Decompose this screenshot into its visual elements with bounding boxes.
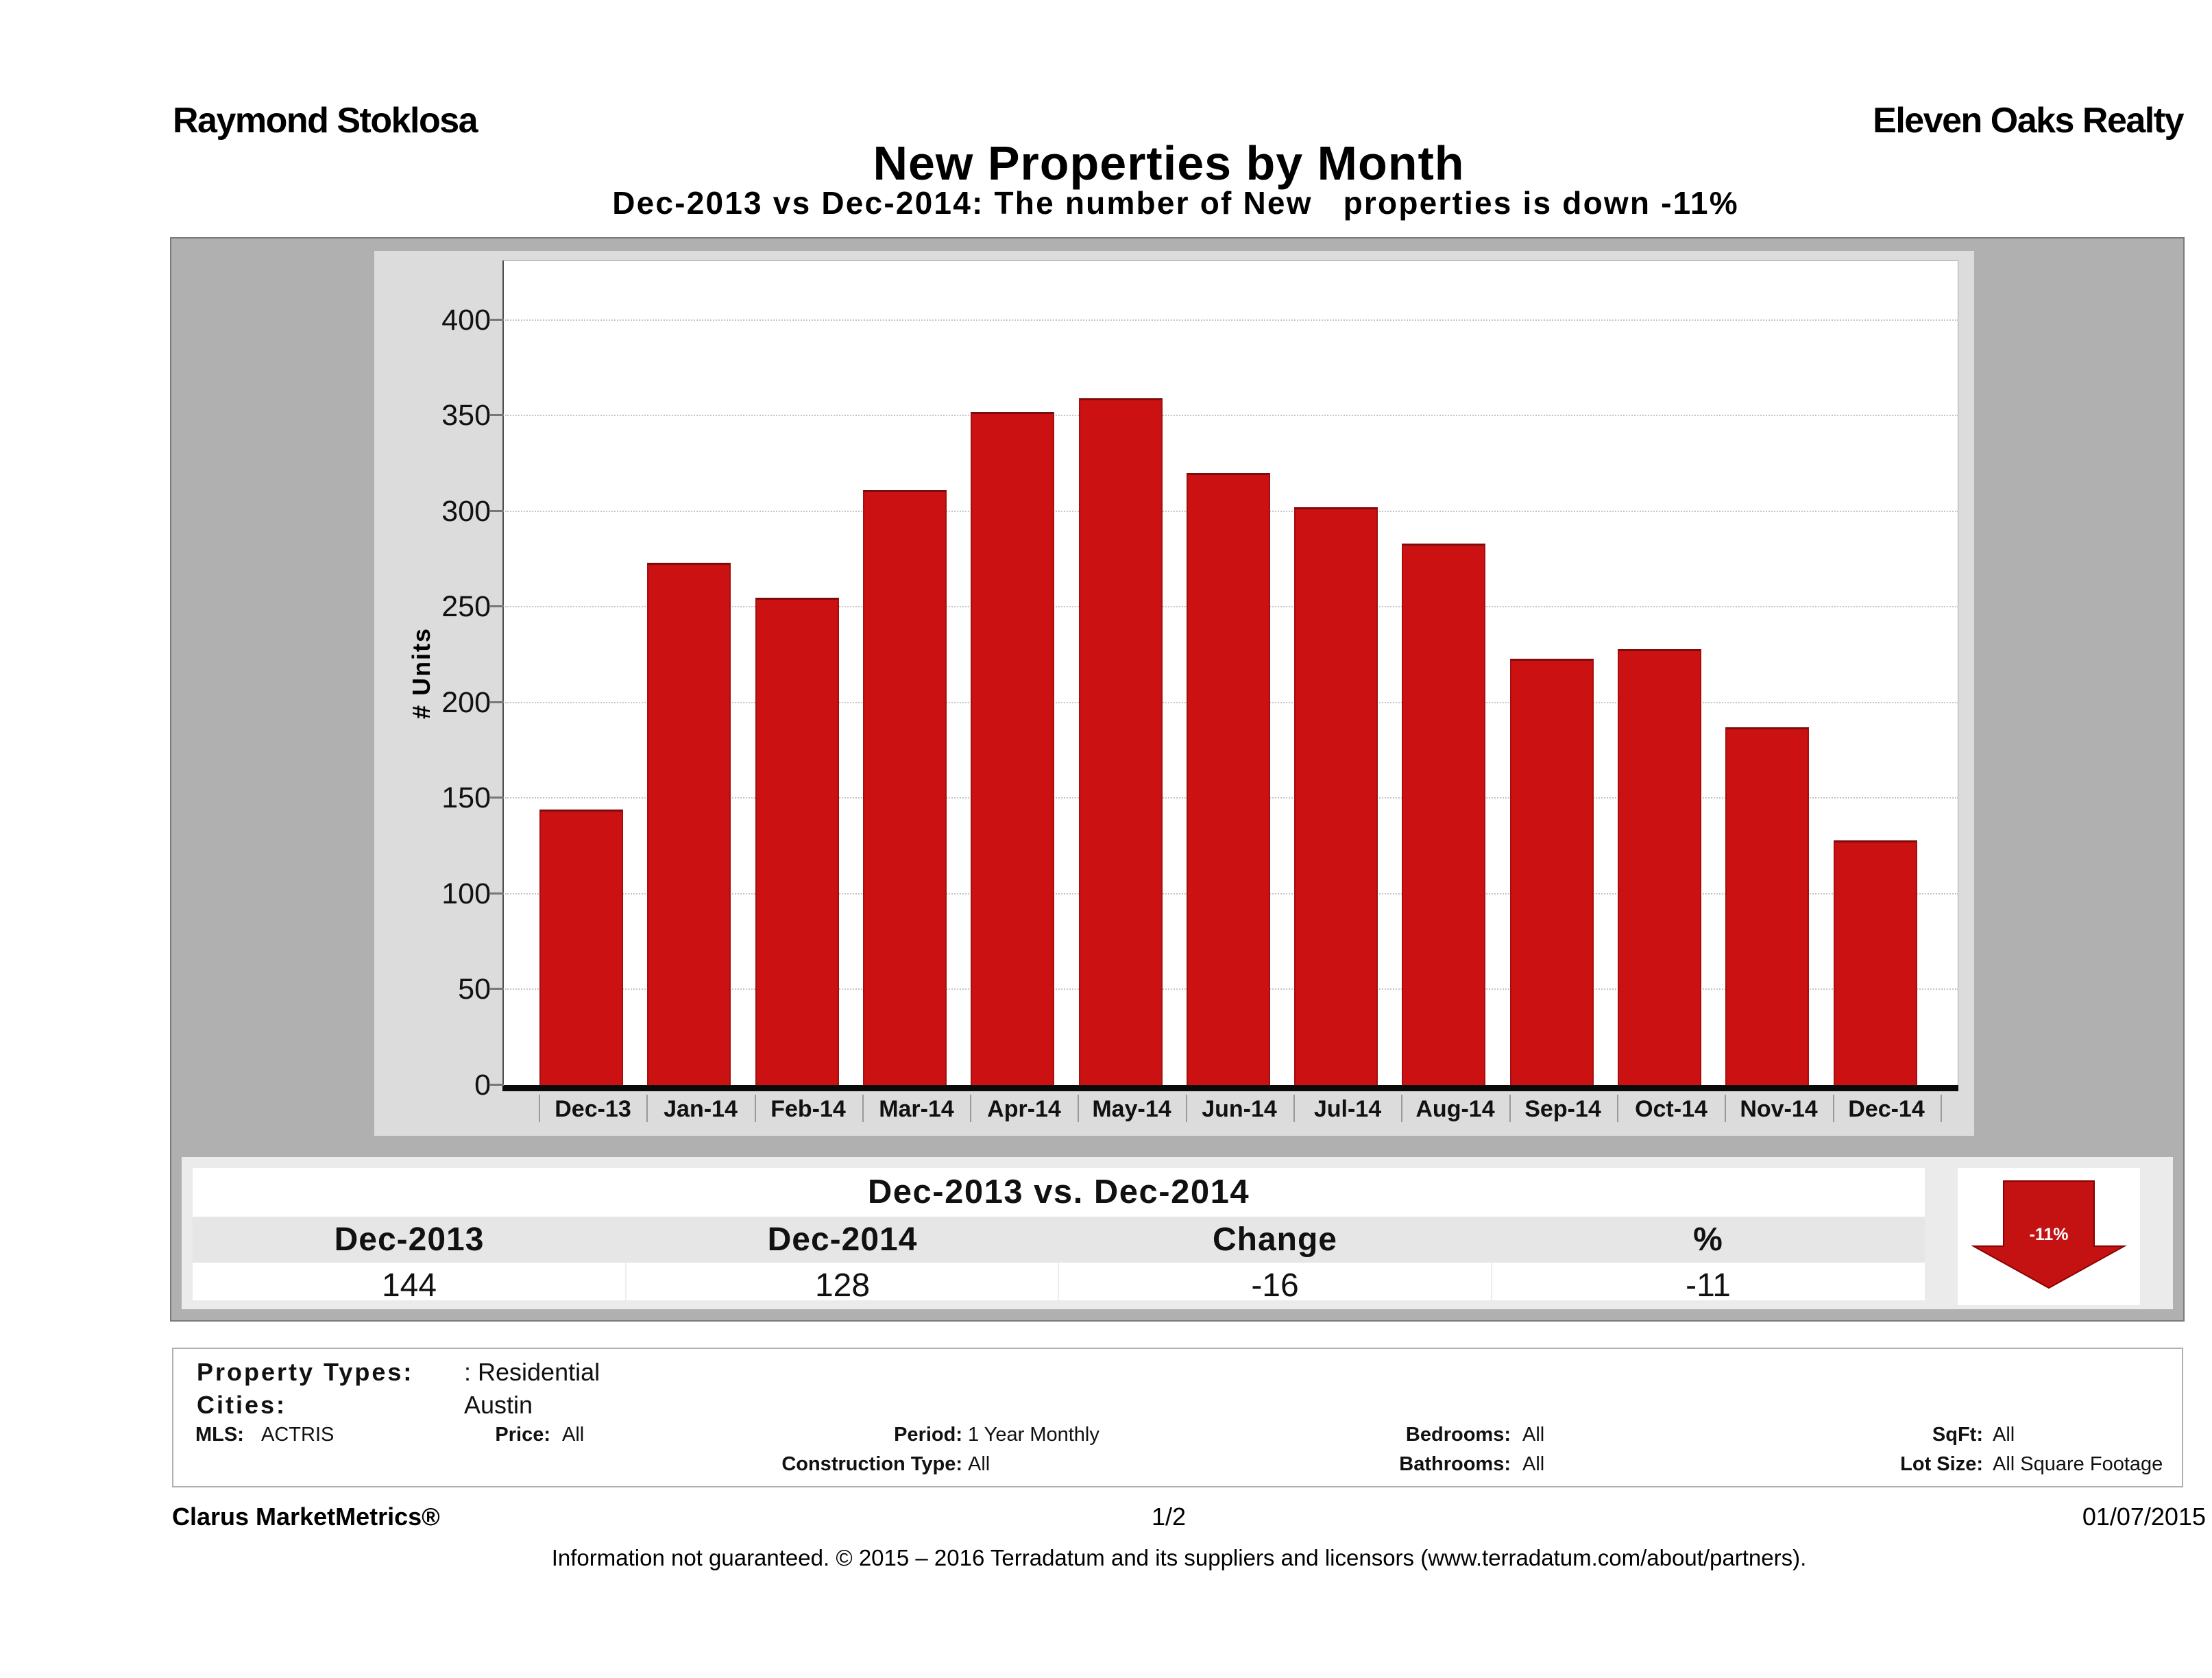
svg-text:-11%: -11% [2030,1225,2069,1244]
